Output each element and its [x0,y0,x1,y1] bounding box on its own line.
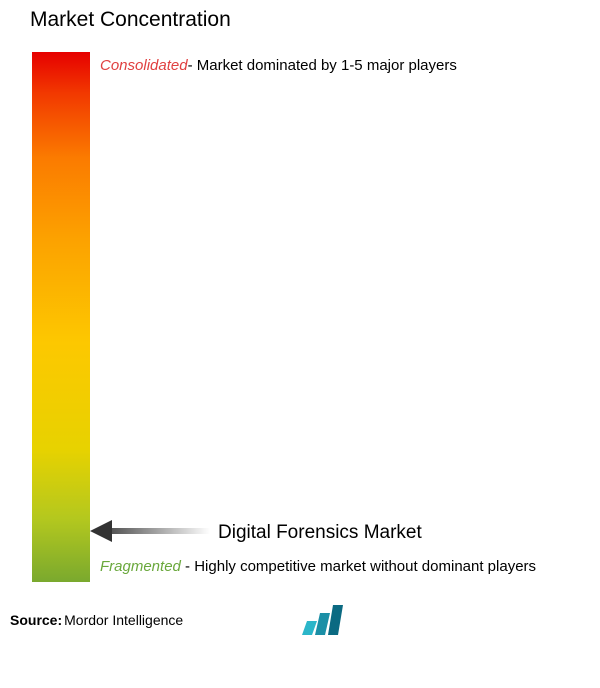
consolidated-text: Market dominated by 1-5 major players [197,57,457,74]
consolidated-keyword: Consolidated [100,57,188,74]
page-title: Market Concentration [30,8,231,32]
market-position-arrow [90,520,220,542]
source-line: Source: Mordor Intelligence [10,612,183,628]
fragmented-label: Fragmented - Highly competitive market w… [100,556,580,579]
fragmented-keyword: Fragmented [100,558,181,575]
consolidated-label: Consolidated- Market dominated by 1-5 ma… [100,56,457,76]
consolidated-dash: - [188,57,197,74]
fragmented-dash: - [181,558,194,575]
fragmented-text: Highly competitive market without domina… [194,558,536,575]
mordor-logo-icon [300,605,350,644]
source-prefix: Source: [10,612,62,628]
concentration-gradient-bar [32,52,90,582]
source-name: Mordor Intelligence [64,612,183,628]
market-name-label: Digital Forensics Market [218,522,422,544]
